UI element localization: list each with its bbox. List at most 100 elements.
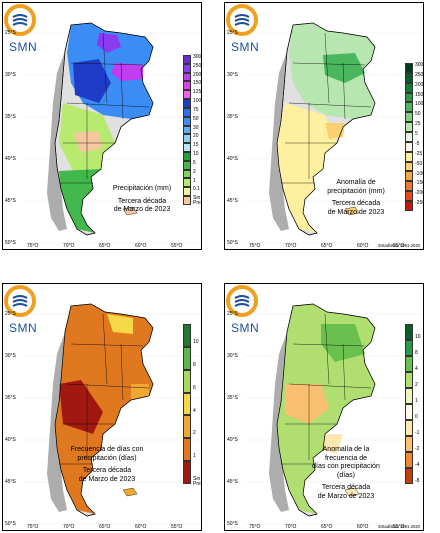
latitude-label: 25°S: [227, 311, 238, 317]
legend-swatch: [405, 201, 413, 211]
smn-logo-text: SMN: [231, 321, 260, 335]
andes-relief: [269, 332, 289, 512]
caption-line: Anomalía de la frecuencia de: [322, 446, 370, 462]
legend-label: 15: [193, 142, 199, 149]
caption-line: de Marzo de 2023: [327, 208, 385, 216]
value-region: [285, 384, 329, 424]
caption-line: precipitación (días): [77, 454, 137, 462]
value-region: [97, 33, 121, 53]
latitude-label: 40°S: [5, 437, 16, 443]
province-border: [288, 102, 372, 108]
province-border: [66, 102, 150, 108]
province-border: [70, 343, 144, 347]
map-panel-rain-days: SMN 25°S 30°S 35°S 40°S 45°S 50°S 75°O 70°O 65°O 6…: [2, 283, 202, 531]
latitude-label: 30°S: [227, 353, 238, 359]
map-panel-rain-days-anomaly: SMN 25°S 30°S 35°S 40°S 45°S 50°S 75°O 70°O 65°O 6…: [224, 283, 424, 531]
latitude-label: 45°S: [5, 479, 16, 485]
legend-swatch: [183, 134, 191, 144]
legend-swatch: [405, 340, 413, 356]
legend-swatch: [405, 171, 413, 182]
legend-swatch: [183, 125, 191, 135]
legend-label: 8: [193, 361, 196, 368]
legend-swatch: [405, 388, 413, 404]
longitude-label: 75°O: [249, 243, 261, 249]
legend-label: 8: [415, 350, 418, 357]
legend-swatch: [405, 404, 413, 420]
smn-logo-text: SMN: [9, 40, 38, 54]
legend-label: -1: [415, 430, 420, 437]
legend-label: 6: [193, 384, 196, 391]
legend-swatch: [405, 420, 413, 436]
legend-label: 10: [415, 334, 421, 341]
latitude-label: 50°S: [5, 240, 16, 246]
color-legend: [183, 324, 191, 484]
latitude-label: 40°S: [5, 156, 16, 162]
legend-label: 4: [193, 407, 196, 414]
legend-label: 1: [415, 398, 418, 405]
legend-label: 5: [193, 159, 196, 166]
malvinas-islands: [122, 487, 138, 497]
legend-swatch: [183, 438, 191, 462]
legend-swatch: [183, 178, 191, 188]
legend-swatch: [183, 415, 191, 439]
legend-label: 1: [193, 453, 196, 460]
province-border: [102, 32, 108, 104]
longitude-label: 75°O: [27, 524, 39, 530]
color-legend: [405, 63, 413, 211]
legend-swatch: [405, 181, 413, 192]
longitude-label: 65°O: [321, 524, 333, 530]
legend-label: 50: [415, 111, 421, 118]
legend-swatch: [183, 392, 191, 416]
malvinas-islands: [122, 206, 138, 216]
value-region: [73, 59, 111, 103]
legend-swatch: [405, 92, 413, 103]
map-caption: Anomalía de la frecuencia de días con pre…: [307, 446, 385, 501]
value-region: [111, 63, 143, 81]
longitude-label: 70°O: [63, 243, 75, 249]
argentina-map: [245, 303, 423, 525]
legend-label: 10: [193, 151, 199, 158]
legend-swatch: [183, 151, 191, 161]
map-panel-precipitation-anomaly: SMN 25°S 30°S 35°S 40°S 45°S 50°S 75°O 70°O 65°O 6…: [224, 2, 424, 250]
legend-swatch: [405, 132, 413, 142]
legend-label: 30: [193, 124, 199, 131]
longitude-label: 60°O: [357, 243, 369, 249]
legend-swatch: [183, 143, 191, 152]
legend-label: 10: [193, 339, 199, 345]
legend-swatch: [183, 369, 191, 393]
longitude-label: 55°O: [171, 524, 183, 530]
smn-logo-text: SMN: [231, 40, 260, 54]
legend-label: -150: [415, 180, 423, 187]
latitude-label: 30°S: [5, 353, 16, 359]
color-legend: [183, 55, 191, 205]
color-legend: [405, 324, 413, 484]
caption-line: Tercera década: [117, 197, 167, 205]
value-region: [277, 103, 337, 233]
value-region: [321, 324, 365, 362]
legend-swatch: [405, 324, 413, 340]
legend-swatch: [183, 116, 191, 126]
legend-swatch: [183, 55, 191, 64]
statistics-period-label: Estadística 1991-2020: [378, 524, 420, 529]
legend-label: 100: [415, 101, 424, 108]
country-border: [276, 22, 376, 236]
legend-swatch: [405, 102, 413, 113]
province-border: [288, 383, 372, 389]
caption-line: Precipitación (mm): [112, 185, 172, 192]
value-region: [323, 53, 365, 83]
latitude-label: 25°S: [5, 30, 16, 36]
legend-swatch: [405, 191, 413, 202]
legend-label: -8: [415, 478, 420, 485]
value-region: [59, 380, 103, 434]
legend-swatch: [405, 436, 413, 452]
legend-swatch: [183, 169, 191, 179]
legend-label: Sin Precip.: [193, 195, 201, 206]
andes-relief: [269, 51, 289, 231]
legend-label: -25: [415, 150, 423, 157]
longitude-label: 70°O: [63, 524, 75, 530]
latitude-label: 35°S: [227, 114, 238, 120]
legend-label: 150: [193, 80, 202, 87]
latitude-label: 40°S: [227, 437, 238, 443]
latitude-label: 35°S: [5, 114, 16, 120]
longitude-label: 55°O: [393, 524, 405, 530]
